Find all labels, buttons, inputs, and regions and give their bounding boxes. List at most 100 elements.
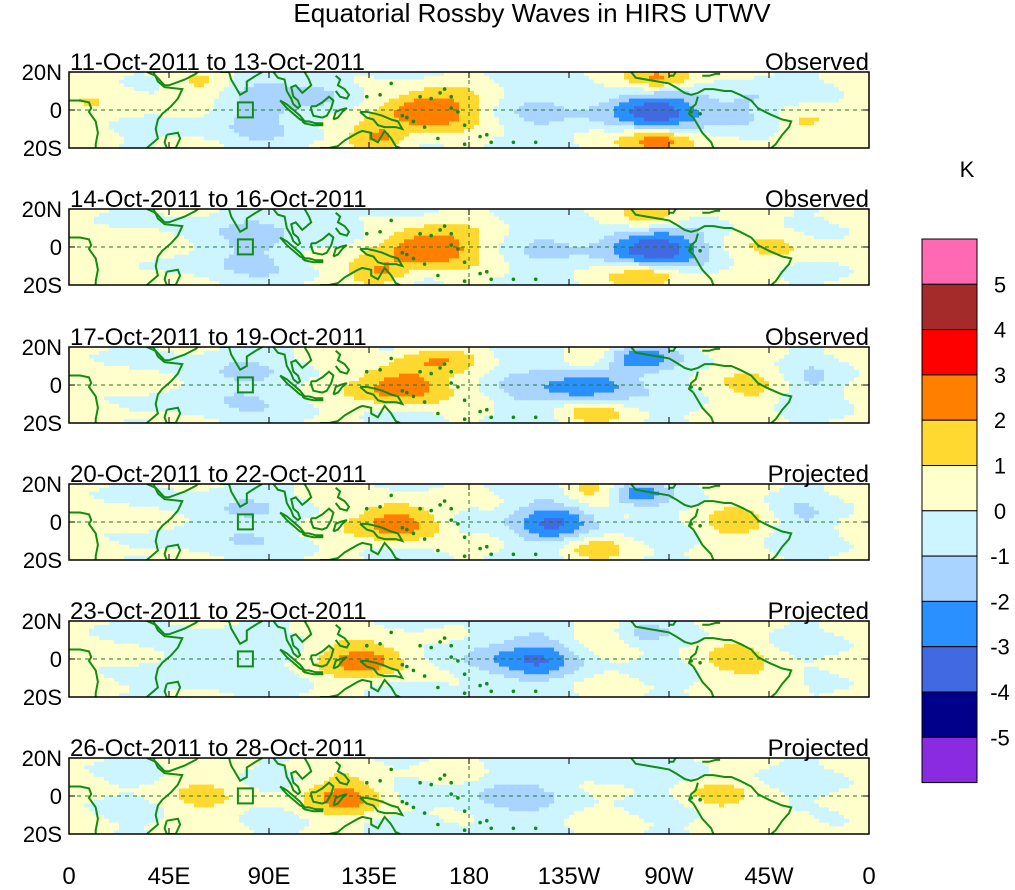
cell [189, 228, 195, 233]
cell [519, 247, 525, 252]
cell [784, 239, 790, 244]
cell [824, 87, 830, 92]
cell [369, 98, 375, 103]
cell [439, 247, 445, 252]
cell [664, 243, 670, 248]
cell [374, 110, 380, 115]
cell [864, 121, 869, 126]
cell [809, 129, 815, 134]
cell [229, 75, 235, 81]
cell [564, 87, 570, 92]
cell [139, 75, 145, 81]
cell [514, 224, 520, 229]
cell [624, 98, 630, 103]
cell [84, 144, 90, 148]
cell [204, 212, 210, 218]
cell [444, 132, 450, 138]
cell [104, 243, 110, 248]
cell [299, 140, 305, 145]
cell [604, 224, 610, 229]
cell [379, 102, 385, 107]
cell [659, 220, 665, 225]
cell [169, 75, 175, 81]
cell [404, 224, 410, 229]
cell [254, 224, 260, 229]
cell [849, 224, 855, 229]
cell [614, 121, 620, 126]
cell [759, 220, 765, 225]
cell [294, 136, 300, 141]
cell [794, 113, 800, 119]
cell [529, 136, 535, 141]
cell [499, 224, 505, 229]
cell [84, 247, 90, 252]
cell [94, 102, 100, 107]
cell [189, 129, 195, 134]
cell [769, 220, 775, 225]
cell [169, 106, 175, 111]
cell [359, 228, 365, 233]
cell [249, 110, 255, 115]
cell [469, 113, 475, 119]
cell [679, 228, 685, 233]
cell [759, 136, 765, 141]
cell [689, 125, 695, 130]
cell [129, 209, 135, 214]
cell [649, 106, 655, 111]
cell [714, 94, 720, 100]
cell [434, 98, 440, 103]
cell [319, 243, 325, 248]
cell [299, 94, 305, 100]
cell [694, 132, 700, 138]
cell [439, 224, 445, 229]
cell [564, 102, 570, 107]
cell [774, 224, 780, 229]
cell [289, 132, 295, 138]
cell [559, 129, 565, 134]
island [449, 106, 454, 110]
cell [849, 106, 855, 111]
cell [259, 98, 265, 103]
cell [649, 129, 655, 134]
cell [804, 209, 810, 214]
cell [714, 75, 720, 81]
cell [454, 212, 460, 218]
cell [129, 212, 135, 218]
cell [474, 243, 480, 248]
cell [849, 132, 855, 138]
cell [424, 144, 430, 148]
cell [534, 91, 540, 96]
cell [294, 239, 300, 244]
cell [794, 72, 800, 77]
cell [799, 129, 805, 134]
cell [544, 216, 550, 221]
cell [719, 110, 725, 115]
cell [809, 91, 815, 96]
cell [859, 140, 865, 145]
cell [839, 129, 845, 134]
cell [94, 224, 100, 229]
cell [834, 212, 840, 218]
cell [184, 129, 190, 134]
cell [479, 72, 485, 77]
cell [719, 94, 725, 100]
cell [619, 110, 625, 115]
cell [844, 209, 850, 214]
cell [234, 98, 240, 103]
cell [804, 144, 810, 148]
cell [219, 140, 225, 145]
cell [844, 220, 850, 225]
cell [89, 212, 95, 218]
cell [709, 98, 715, 103]
cell [359, 94, 365, 100]
cell [794, 243, 800, 248]
cell [389, 140, 395, 145]
cell [239, 79, 245, 84]
cell [524, 72, 530, 77]
cell [474, 110, 480, 115]
cell [69, 72, 75, 77]
cell [259, 212, 265, 218]
cell [369, 113, 375, 119]
cell [864, 231, 869, 237]
cell [864, 129, 869, 134]
